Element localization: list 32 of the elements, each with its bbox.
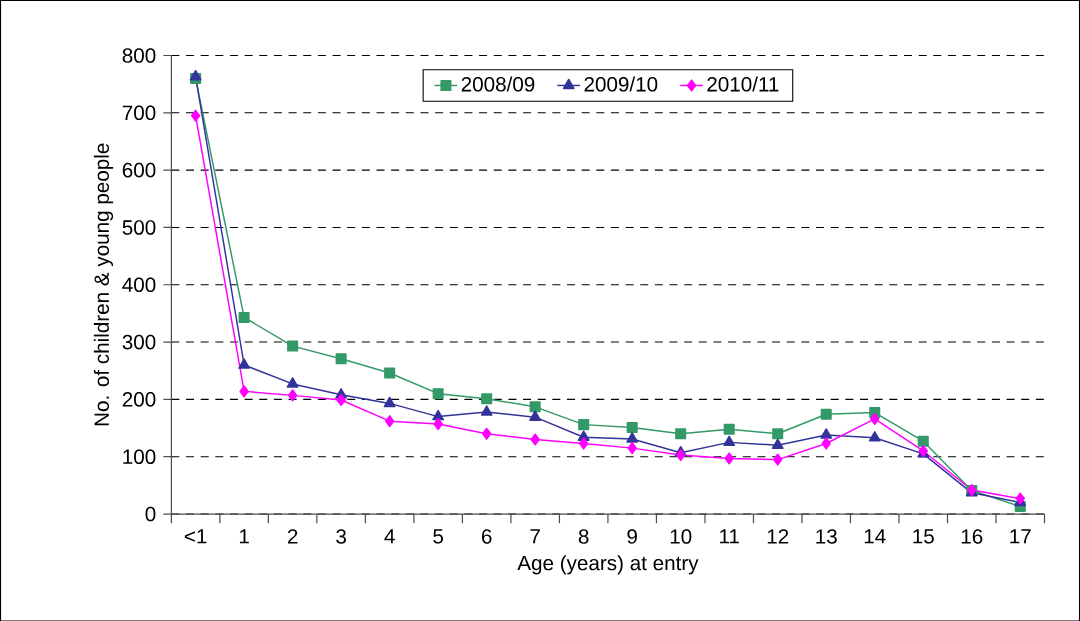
x-tick-label: 16 <box>961 528 983 544</box>
x-tick-label: <1 <box>184 528 207 544</box>
x-tick-label: 13 <box>816 528 837 544</box>
x-tick-label: 1 <box>239 528 249 544</box>
y-tick-label: 400 <box>122 277 156 292</box>
y-tick-label: 100 <box>123 449 156 464</box>
y-tick-label: 300 <box>122 334 156 350</box>
x-tick-label: 11 <box>720 528 739 544</box>
x-tick-label: 2 <box>287 528 298 544</box>
legend-label: 2009/10 <box>584 76 658 92</box>
x-tick-label: 8 <box>578 528 589 544</box>
x-tick-label: 15 <box>913 528 934 544</box>
legend-label: 2010/11 <box>707 76 779 92</box>
y-axis-title: No. of children & young people <box>93 143 114 425</box>
legend-label: 2008/09 <box>461 76 535 92</box>
y-tick-label: 200 <box>122 391 156 407</box>
x-tick-label: 4 <box>384 528 395 544</box>
x-tick-label: 3 <box>336 528 346 544</box>
y-tick-label: 800 <box>122 47 156 63</box>
x-tick-label: 5 <box>433 528 444 544</box>
x-tick-label: 9 <box>627 528 637 544</box>
x-tick-label: 6 <box>481 528 492 544</box>
x-tick-label: 17 <box>1010 528 1031 544</box>
x-axis-title: Age (years) at entry <box>517 554 699 575</box>
y-tick-label: 600 <box>122 162 156 178</box>
x-tick-label: 7 <box>530 528 540 544</box>
y-tick-label: 500 <box>122 219 156 235</box>
y-tick-label: 0 <box>145 506 156 522</box>
x-tick-label: 14 <box>864 528 886 544</box>
x-tick-label: 12 <box>767 528 789 544</box>
y-tick-label: 700 <box>122 105 156 120</box>
x-tick-label: 10 <box>670 528 692 544</box>
